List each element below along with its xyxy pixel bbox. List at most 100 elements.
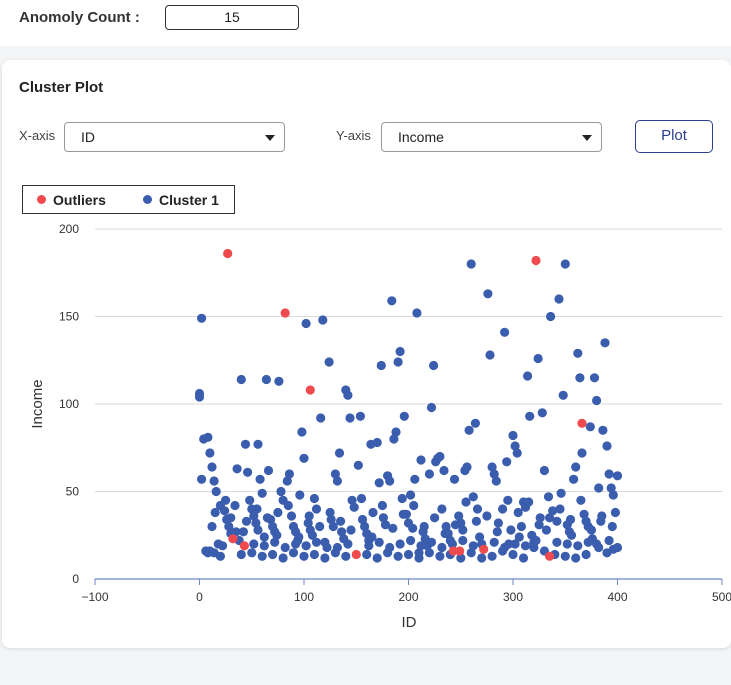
point-cluster-1	[560, 259, 570, 269]
point-cluster-1	[207, 462, 217, 472]
point-cluster-1	[585, 422, 595, 432]
point-cluster-1	[524, 497, 534, 507]
point-cluster-1	[311, 504, 322, 514]
point-cluster-1	[272, 530, 282, 540]
point-cluster-1	[343, 539, 353, 549]
legend-item-outliers[interactable]: Outliers	[37, 192, 106, 208]
point-cluster-1	[391, 427, 401, 437]
point-cluster-1	[328, 521, 338, 532]
point-cluster-1	[429, 360, 439, 371]
point-cluster-1	[612, 542, 623, 553]
point-cluster-1	[395, 346, 405, 357]
point-cluster-1	[334, 448, 345, 458]
point-cluster-1	[247, 548, 257, 558]
point-outliers	[448, 546, 458, 556]
point-cluster-1	[571, 462, 581, 472]
point-cluster-1	[475, 532, 485, 542]
point-outliers	[239, 541, 249, 551]
legend-item-cluster-1[interactable]: Cluster 1	[143, 192, 219, 208]
point-cluster-1	[217, 541, 228, 551]
point-cluster-1	[554, 294, 564, 304]
point-cluster-1	[257, 551, 267, 561]
point-cluster-1	[512, 448, 522, 458]
point-cluster-1	[575, 373, 585, 383]
point-cluster-1	[295, 490, 305, 500]
point-cluster-1	[236, 374, 246, 385]
point-cluster-1	[435, 551, 445, 561]
point-cluster-1	[203, 548, 213, 558]
point-cluster-1	[604, 535, 614, 546]
point-cluster-1	[253, 525, 263, 535]
point-cluster-1	[318, 315, 328, 325]
point-cluster-1	[389, 434, 399, 444]
y-axis-title: Income	[29, 379, 46, 428]
point-cluster-1	[357, 514, 368, 525]
point-cluster-1	[203, 432, 213, 442]
point-cluster-1	[253, 439, 263, 449]
y-axis-select[interactable]: Income	[381, 122, 602, 152]
point-cluster-1	[294, 532, 304, 542]
point-cluster-1	[581, 549, 591, 560]
point-cluster-1	[548, 506, 558, 516]
point-cluster-1	[477, 553, 487, 563]
point-cluster-1	[430, 513, 440, 523]
point-cluster-1	[261, 374, 271, 385]
x-tick-label: 400	[607, 590, 627, 604]
y-tick-label: 50	[66, 485, 80, 499]
point-cluster-1	[607, 521, 617, 532]
point-cluster-1	[326, 514, 336, 525]
point-cluster-1	[487, 551, 497, 561]
point-cluster-1	[546, 311, 556, 322]
point-cluster-1	[316, 413, 326, 423]
point-cluster-1	[489, 469, 499, 479]
point-cluster-1	[424, 548, 434, 558]
point-cluster-1	[238, 527, 248, 537]
x-tick-label: 100	[294, 590, 314, 604]
point-cluster-1	[500, 327, 510, 337]
point-cluster-1	[276, 486, 286, 497]
point-outliers	[577, 418, 587, 428]
point-cluster-1	[343, 390, 353, 400]
point-cluster-1	[560, 551, 570, 561]
point-cluster-1	[450, 520, 461, 530]
point-cluster-1	[602, 548, 612, 558]
point-cluster-1	[347, 495, 357, 505]
point-cluster-1	[416, 455, 426, 465]
point-cluster-1	[471, 516, 481, 526]
point-cluster-1	[435, 451, 445, 462]
point-cluster-1	[466, 548, 476, 558]
point-cluster-1	[437, 542, 447, 553]
point-cluster-1	[472, 504, 483, 514]
point-cluster-1	[336, 516, 346, 526]
point-outliers	[531, 255, 541, 266]
point-cluster-1	[360, 521, 370, 532]
point-cluster-1	[249, 539, 259, 549]
point-cluster-1	[589, 373, 600, 383]
point-cluster-1	[516, 521, 527, 532]
point-cluster-1	[278, 553, 288, 563]
x-tick-label: 0	[196, 590, 203, 604]
point-cluster-1	[565, 514, 576, 525]
x-tick-label: −100	[81, 590, 108, 604]
point-cluster-1	[346, 525, 356, 535]
point-cluster-1	[268, 549, 278, 560]
point-cluster-1	[408, 523, 418, 533]
point-cluster-1	[439, 465, 449, 476]
point-cluster-1	[523, 371, 533, 381]
point-cluster-1	[440, 528, 450, 539]
point-cluster-1	[464, 425, 474, 435]
point-cluster-1	[374, 537, 384, 547]
point-cluster-1	[461, 497, 471, 507]
point-cluster-1	[458, 525, 468, 535]
point-cluster-1	[531, 535, 541, 546]
x-axis-select[interactable]: ID	[64, 122, 285, 152]
y-tick-label: 150	[59, 310, 79, 324]
point-cluster-1	[388, 523, 398, 533]
point-cluster-1	[240, 439, 251, 449]
point-cluster-1	[447, 539, 457, 549]
point-cluster-1	[556, 488, 566, 498]
point-cluster-1	[426, 402, 437, 413]
plot-button[interactable]: Plot	[635, 120, 713, 153]
x-tick-label: 200	[398, 590, 418, 604]
